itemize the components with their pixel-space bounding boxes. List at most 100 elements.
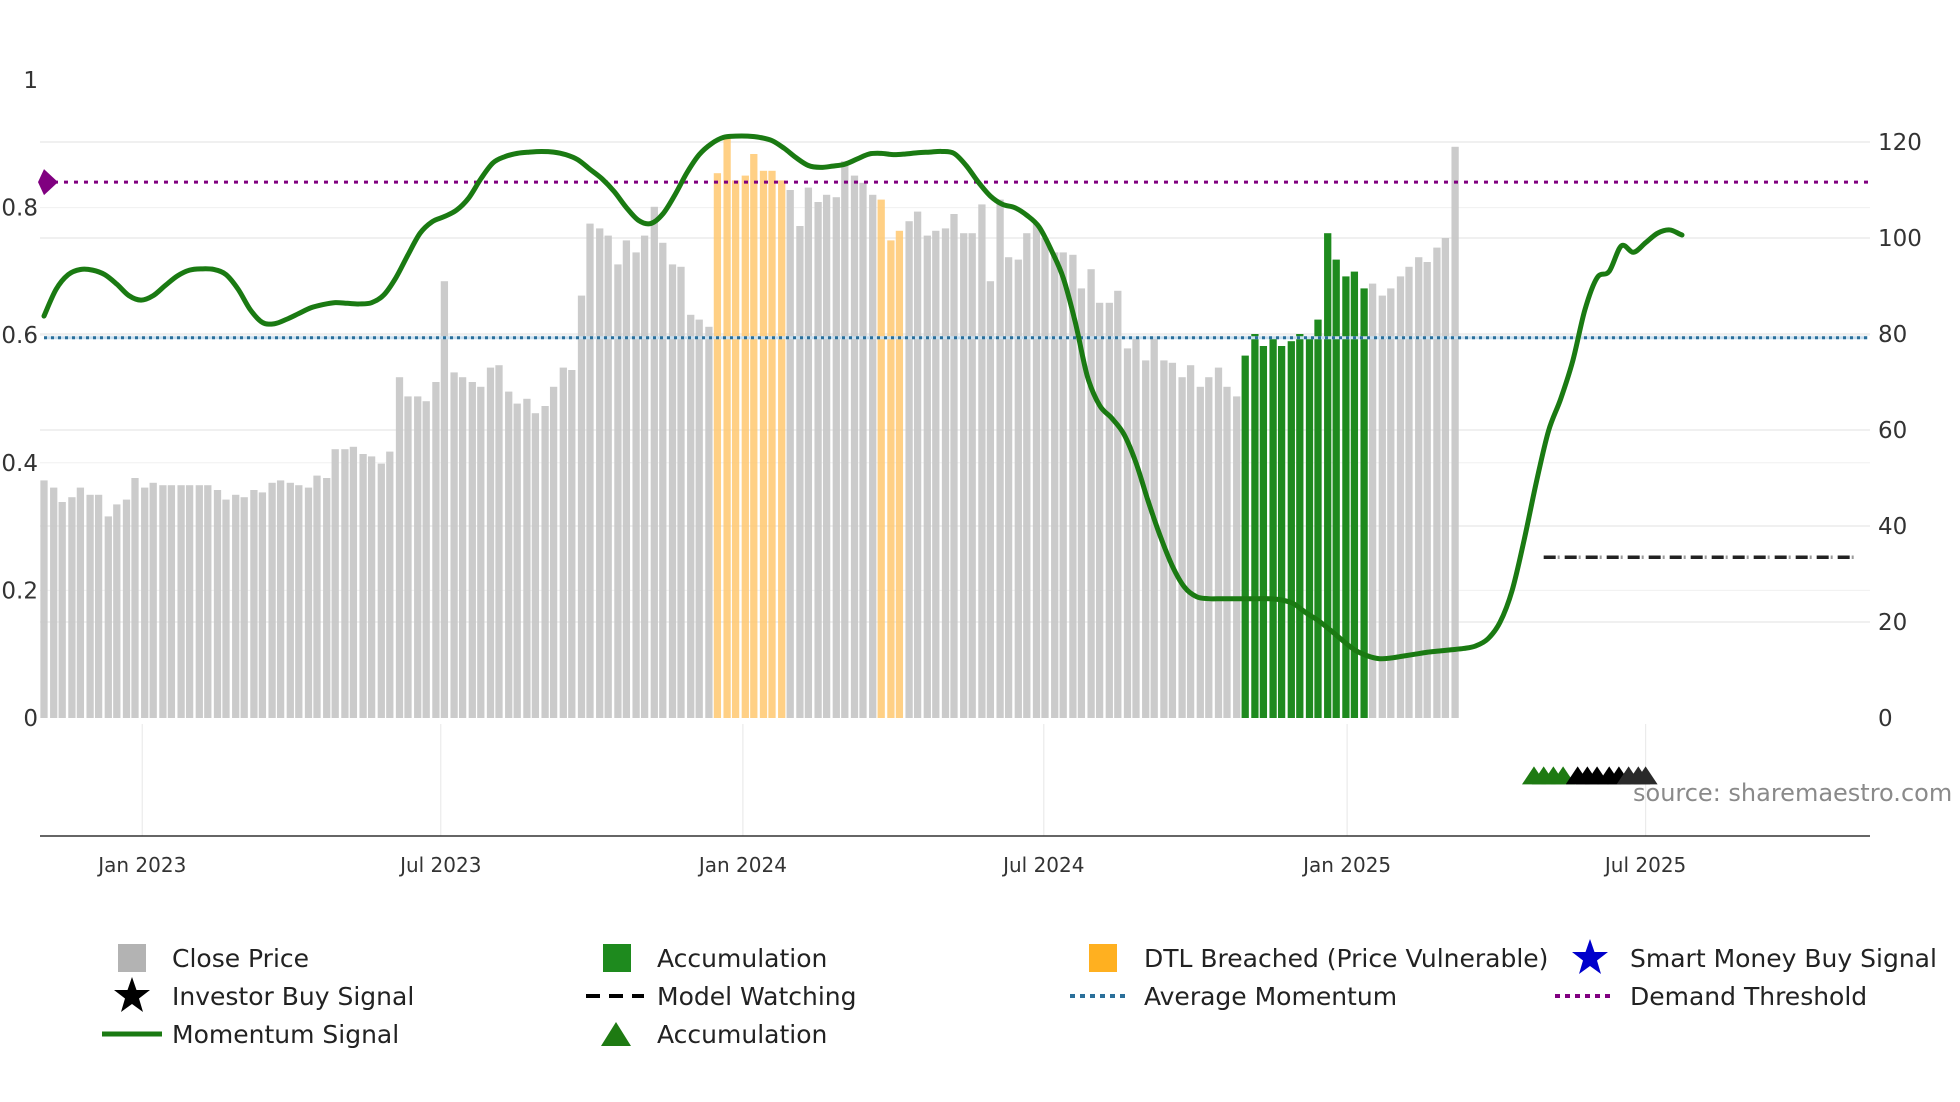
- close-price-bar: [104, 516, 112, 718]
- close-price-bar: [1415, 257, 1423, 718]
- right-tick-label: 120: [1878, 130, 1922, 156]
- close-price-bar: [341, 449, 349, 718]
- dtl-breached-bar: [713, 173, 722, 718]
- close-price-bar: [541, 406, 549, 718]
- close-price-bar: [1423, 262, 1431, 718]
- close-price-bar: [404, 396, 412, 718]
- close-price-bar: [323, 478, 331, 718]
- close-price-bar: [1405, 266, 1413, 718]
- investor-buy-marker: [1633, 766, 1658, 785]
- close-price-bar: [622, 240, 631, 718]
- close-price-bar: [331, 449, 339, 718]
- close-price-bar: [250, 490, 258, 718]
- left-tick-label: 0.2: [1, 578, 38, 604]
- close-price-bar: [1368, 283, 1377, 718]
- close-price-bar: [486, 367, 495, 718]
- right-tick-label: 80: [1878, 322, 1907, 348]
- close-price-bar: [505, 391, 513, 718]
- momentum-signal-line: [41, 133, 1685, 662]
- close-price-bar: [1451, 146, 1459, 719]
- close-price-bar: [313, 475, 321, 718]
- accumulation-bar: [1259, 346, 1268, 718]
- close-price-bar: [222, 499, 230, 718]
- accumulation-bar: [1241, 355, 1249, 718]
- close-price-bar: [804, 187, 813, 719]
- close-price-bar: [477, 386, 485, 718]
- close-price-bar: [185, 485, 194, 718]
- close-price-bar: [1023, 233, 1031, 718]
- signal-markers: [1521, 766, 1658, 785]
- close-price-bar: [1105, 302, 1113, 718]
- close-price-bar: [814, 202, 822, 718]
- x-tick-label: Jul 2024: [1001, 853, 1084, 877]
- close-price-bar: [1433, 247, 1441, 718]
- accumulation-bar: [1324, 233, 1332, 718]
- close-price-bar: [1051, 252, 1059, 718]
- close-price-bar: [295, 485, 303, 718]
- close-price-bars: [40, 137, 1459, 719]
- close-price-bar: [76, 487, 85, 718]
- close-price-bar: [468, 382, 476, 718]
- close-price-bar: [458, 377, 467, 718]
- accumulation-bar: [1287, 341, 1295, 718]
- close-price-bar: [1077, 288, 1086, 718]
- close-price-bar: [941, 228, 950, 718]
- dtl-breached-bar: [750, 154, 758, 718]
- close-price-bar: [1014, 259, 1022, 718]
- close-price-bar: [1087, 269, 1095, 718]
- close-price-bar: [577, 295, 586, 718]
- accumulation-bar: [1342, 276, 1350, 718]
- close-price-bar: [495, 365, 503, 718]
- axes: Jan 2023 Jul 2023 Jan 2024 Jul 2024 Jan 2025…: [1, 68, 1921, 877]
- close-price-bar: [786, 190, 794, 718]
- close-price-bar: [869, 194, 877, 719]
- dtl-breached-bar: [731, 180, 740, 718]
- close-price-bar: [1069, 254, 1077, 719]
- close-price-bar: [440, 281, 449, 718]
- close-price-bar: [832, 197, 840, 718]
- close-price-bar: [213, 490, 222, 718]
- close-price-bar: [659, 242, 667, 719]
- close-price-bar: [131, 478, 139, 718]
- close-price-bar: [1142, 360, 1150, 718]
- close-price-bar: [258, 492, 267, 718]
- close-price-bar: [1214, 367, 1223, 718]
- close-price-bar: [40, 480, 48, 718]
- close-price-bar: [523, 398, 531, 718]
- dtl-breached-bar: [741, 175, 749, 719]
- close-price-bar: [395, 377, 404, 718]
- x-tick-label: Jul 2025: [1603, 853, 1686, 877]
- close-price-bar: [159, 485, 167, 718]
- right-tick-label: 60: [1878, 418, 1907, 444]
- close-price-bar: [450, 372, 458, 718]
- right-tick-label: 100: [1878, 226, 1922, 252]
- close-price-bar: [668, 264, 677, 718]
- close-price-bar: [1032, 223, 1041, 718]
- close-price-bar: [677, 266, 685, 718]
- close-price-bar: [1387, 288, 1395, 718]
- left-tick-label: 1: [23, 68, 38, 94]
- accumulation-bar: [1277, 346, 1286, 718]
- close-price-bar: [177, 485, 185, 718]
- close-price-bar: [796, 226, 804, 718]
- close-price-bar: [367, 456, 376, 718]
- threshold-lines: [38, 169, 1868, 559]
- close-price-bar: [204, 485, 212, 718]
- left-tick-label: 0: [23, 706, 38, 732]
- accumulation-bar: [1360, 288, 1368, 718]
- close-price-bar: [614, 264, 622, 718]
- close-price-bar: [122, 499, 131, 718]
- dtl-breached-bar: [895, 230, 904, 719]
- demand-threshold-marker: [38, 169, 58, 196]
- close-price-bar: [1223, 386, 1231, 718]
- close-price-bar: [913, 211, 922, 718]
- close-price-bar: [568, 370, 576, 718]
- close-price-bar: [276, 480, 285, 718]
- accumulation-bar: [1314, 319, 1322, 718]
- close-price-bar: [1095, 302, 1104, 718]
- close-price-bar: [149, 482, 157, 718]
- close-price-bar: [850, 175, 859, 719]
- close-price-bar: [960, 233, 968, 718]
- close-price-bar: [950, 214, 958, 718]
- close-price-bar: [1041, 238, 1049, 718]
